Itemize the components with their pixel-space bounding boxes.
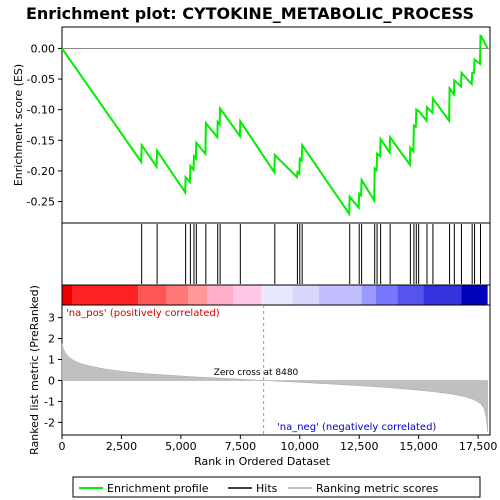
x-axis-ticks: 0 2,500 5,000 7,500 10,000 12,500 15,000 17,500	[59, 435, 498, 453]
metric-y-tick-label: 3	[48, 312, 55, 325]
es-y-tick-label: -0.10	[27, 104, 55, 117]
legend-box	[72, 476, 481, 498]
color-band-segment	[397, 285, 424, 305]
metric-y-tick-label: -1	[44, 395, 55, 408]
metric-y-tick-label: 0	[48, 374, 55, 387]
metric-y-tick-label: 2	[48, 333, 55, 346]
metric-y-tick-label: -2	[44, 416, 55, 429]
es-y-tick-label: -0.05	[27, 73, 55, 86]
metric-panel-frame	[61, 304, 491, 436]
es-y-tick-label: -0.15	[27, 134, 55, 147]
metric-y-tick-label: 1	[48, 354, 55, 367]
es-y-tick-label: -0.20	[27, 165, 55, 178]
x-tick-label: 2,500	[106, 440, 138, 453]
x-tick-label: 0	[59, 440, 66, 453]
x-axis-label: Rank in Ordered Dataset	[194, 455, 331, 468]
metric-y-axis-label: Ranked list metric (PreRanked)	[28, 285, 41, 455]
color-band-segment	[188, 285, 208, 305]
color-band-segment	[318, 285, 362, 305]
color-band-segment	[72, 285, 139, 305]
color-band-segment	[138, 285, 167, 305]
neg-correlation-label: 'na_neg' (negatively correlated)	[277, 422, 436, 433]
es-panel-frame	[61, 26, 491, 224]
color-band-segment	[292, 285, 319, 305]
color-band-segment	[62, 285, 73, 305]
color-band-segment	[423, 285, 462, 305]
legend-profile-label: Enrichment profile	[107, 482, 209, 495]
x-tick-label: 7,500	[225, 440, 257, 453]
x-tick-label: 15,000	[399, 440, 438, 453]
color-band-segment	[207, 285, 234, 305]
color-band-segment	[461, 285, 488, 305]
hit-markers	[141, 224, 481, 284]
es-y-axis-label: Enrichment score (ES)	[12, 64, 25, 186]
legend-metric-label: Ranking metric scores	[316, 482, 438, 495]
color-band-segment	[361, 285, 376, 305]
metric-y-axis-ticks: 3 2 1 0 -1 -2	[44, 312, 62, 429]
x-tick-label: 17,500	[459, 440, 498, 453]
es-y-axis-ticks: 0.00 -0.05 -0.10 -0.15 -0.20 -0.25	[27, 42, 62, 209]
legend-hits-label: Hits	[256, 482, 278, 495]
ranked-list-color-band	[62, 285, 488, 305]
es-y-tick-label: -0.25	[27, 196, 55, 209]
enrichment-profile-line	[61, 34, 489, 217]
color-band-segment	[166, 285, 189, 305]
color-band-segment	[261, 285, 293, 305]
color-band-segment	[233, 285, 262, 305]
x-tick-label: 12,500	[340, 440, 379, 453]
chart-title: Enrichment plot: CYTOKINE_METABOLIC_PROC…	[26, 4, 474, 23]
pos-correlation-label: 'na_pos' (positively correlated)	[66, 308, 220, 319]
ranking-metric-area	[61, 343, 488, 432]
x-tick-label: 5,000	[165, 440, 197, 453]
es-y-tick-label: 0.00	[31, 42, 56, 55]
zero-cross-label: Zero cross at 8480	[214, 368, 299, 378]
color-band-segment	[375, 285, 398, 305]
x-tick-label: 10,000	[281, 440, 320, 453]
hits-panel-frame	[61, 222, 491, 286]
